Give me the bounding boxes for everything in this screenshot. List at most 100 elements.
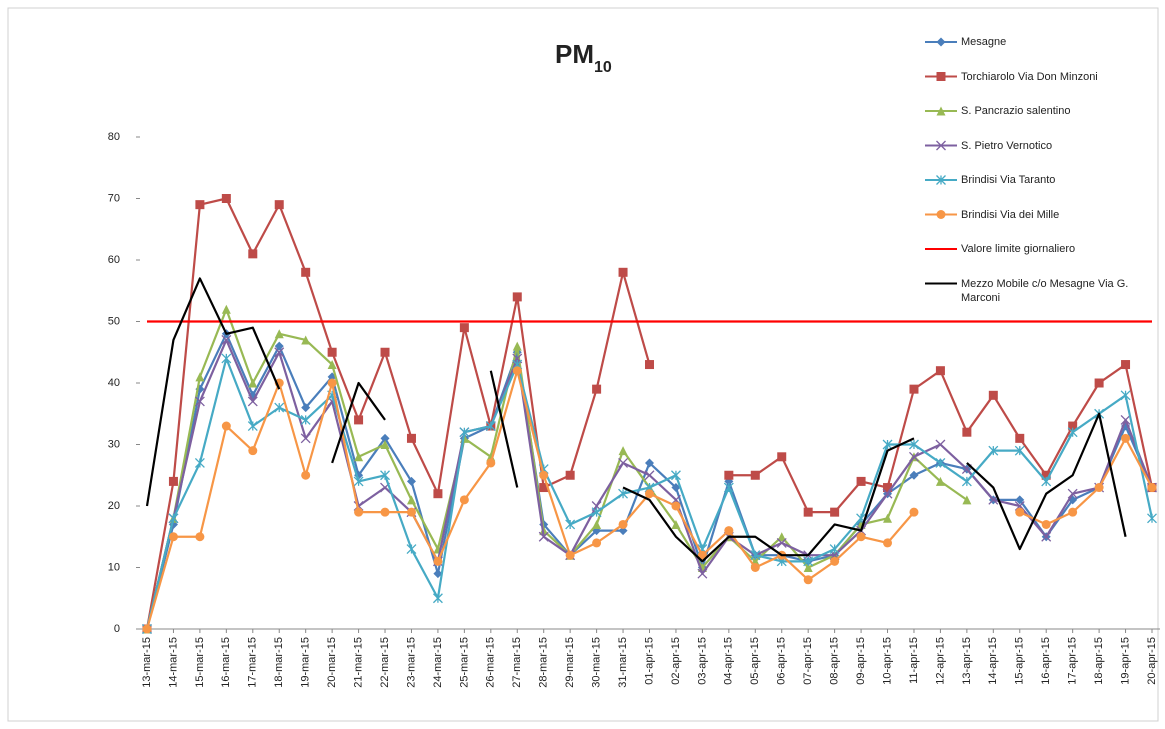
y-tick-label: 20 (108, 500, 120, 512)
marker (1041, 519, 1051, 529)
marker (1015, 495, 1025, 505)
marker (697, 550, 707, 560)
marker (777, 452, 787, 462)
marker (776, 537, 787, 548)
marker (1067, 427, 1078, 438)
x-tick-label: 18-mar-15 (273, 637, 285, 688)
marker (724, 526, 734, 536)
marker (327, 347, 337, 357)
marker (961, 476, 972, 487)
legend-label: S. Pancrazio salentino (961, 105, 1071, 117)
marker (406, 507, 416, 517)
y-tick-label: 10 (108, 561, 120, 573)
x-tick-label: 20-apr-15 (1146, 637, 1158, 685)
marker (432, 593, 443, 604)
marker (1120, 390, 1131, 401)
series (142, 366, 1157, 634)
marker (1015, 507, 1025, 517)
marker (380, 507, 390, 517)
marker (645, 360, 654, 370)
x-tick-label: 13-mar-15 (141, 637, 153, 688)
marker (274, 402, 285, 413)
marker (248, 446, 258, 456)
legend-item: S. Pancrazio salentino (961, 105, 1071, 117)
x-tick-label: 18-apr-15 (1093, 637, 1105, 685)
x-tick-label: 24-mar-15 (432, 637, 444, 688)
x-tick-label: 31-mar-15 (617, 637, 629, 688)
marker (459, 323, 469, 333)
marker (1121, 360, 1131, 370)
x-tick-label: 23-mar-15 (405, 637, 417, 688)
marker (909, 507, 919, 517)
marker (618, 457, 629, 468)
marker (618, 519, 628, 529)
marker (988, 445, 999, 456)
x-tick-label: 21-mar-15 (352, 637, 364, 688)
marker (645, 458, 654, 468)
marker (1120, 414, 1131, 425)
marker (1068, 421, 1078, 431)
legend-label: Torchiarolo Via Don Minzoni (961, 70, 1098, 83)
marker (274, 200, 284, 210)
legend-label: Brindisi Via dei Mille (961, 208, 1060, 221)
x-tick-label: 14-mar-15 (167, 637, 179, 688)
marker (195, 532, 205, 542)
x-tick-label: 16-apr-15 (1040, 637, 1052, 685)
x-tick-label: 02-apr-15 (670, 637, 682, 685)
marker (829, 544, 840, 555)
legend-item: Valore limite giornaliero (961, 243, 1075, 255)
marker (433, 569, 443, 579)
marker (221, 353, 232, 364)
y-tick-label: 40 (108, 377, 120, 389)
marker (406, 495, 416, 505)
marker (591, 507, 602, 518)
legend-label: S. Pietro Vernotico (961, 139, 1053, 152)
marker (935, 457, 946, 468)
legend-label: Brindisi Via Taranto (961, 174, 1056, 186)
marker (353, 476, 364, 487)
marker (301, 403, 311, 413)
x-tick-label: 26-mar-15 (485, 637, 497, 688)
series-line (145, 369, 1153, 630)
marker (1041, 531, 1052, 542)
marker (830, 507, 840, 517)
x-tick-label: 09-apr-15 (855, 637, 867, 685)
marker (1014, 445, 1025, 456)
marker (935, 439, 946, 450)
marker (327, 360, 337, 370)
x-tick-label: 17-mar-15 (247, 637, 259, 688)
marker (909, 470, 919, 480)
marker (856, 532, 866, 542)
marker (670, 470, 681, 481)
x-tick-label: 14-apr-15 (987, 637, 999, 685)
marker (565, 470, 575, 480)
marker (300, 414, 311, 425)
marker (856, 476, 866, 486)
marker (909, 439, 919, 450)
legend-label: Mezzo Mobile c/o Mesagne Via G. Marconi (961, 277, 1129, 304)
marker (883, 513, 893, 523)
marker (221, 334, 232, 345)
marker (168, 513, 179, 524)
marker (750, 470, 760, 480)
marker (142, 624, 152, 634)
legend-item: Brindisi Via dei Mille (961, 208, 1060, 221)
legend-item: Mesagne (961, 36, 1006, 48)
marker (803, 575, 813, 585)
x-tick-label: 15-apr-15 (1014, 637, 1026, 685)
x-tick-label: 07-apr-15 (802, 637, 814, 685)
marker (750, 550, 761, 561)
marker (962, 495, 972, 505)
y-tick-label: 0 (114, 623, 120, 635)
marker (354, 507, 364, 517)
marker (459, 495, 469, 505)
x-tick-label: 22-mar-15 (379, 637, 391, 688)
marker (724, 470, 734, 480)
marker (935, 476, 945, 486)
marker (671, 519, 681, 529)
x-tick-label: 03-apr-15 (696, 637, 708, 685)
marker (936, 106, 946, 116)
marker (274, 341, 284, 351)
marker (459, 427, 470, 438)
